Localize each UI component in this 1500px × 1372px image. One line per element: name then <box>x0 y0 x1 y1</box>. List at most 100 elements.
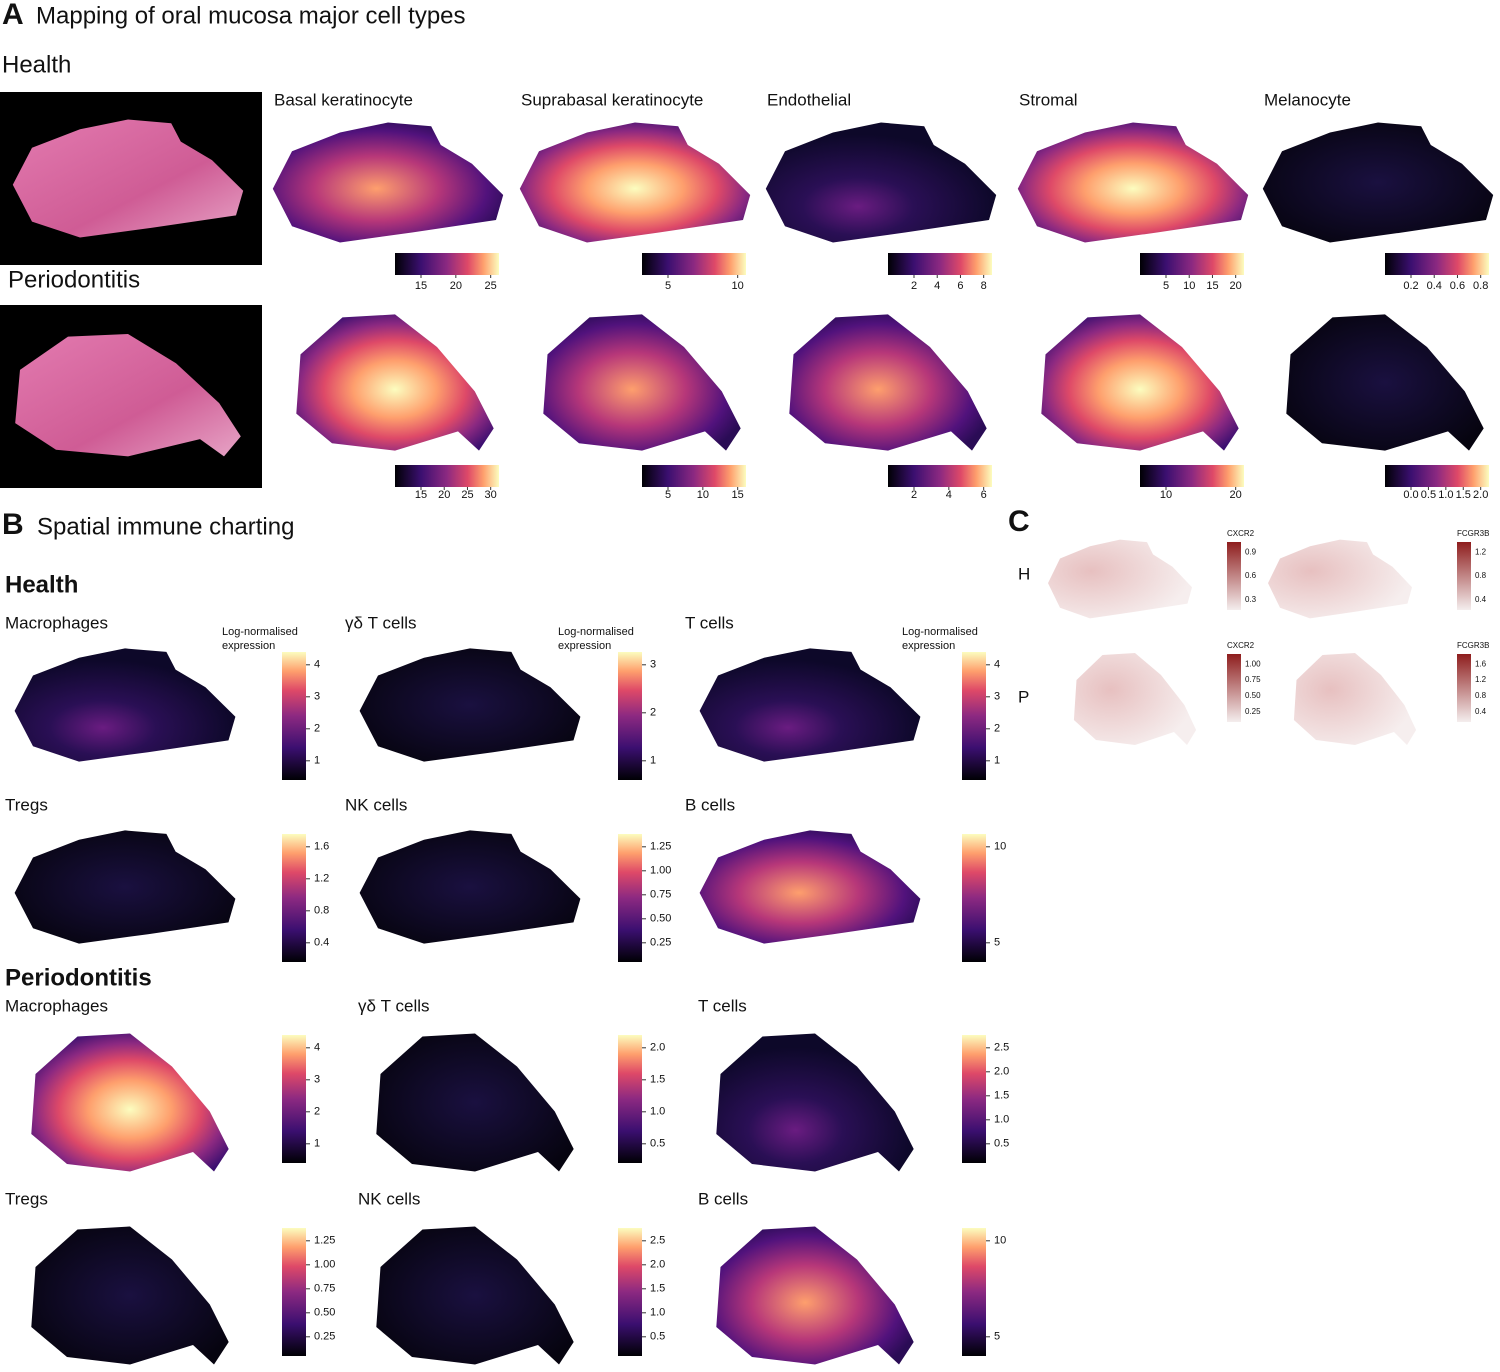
map-label: T cells <box>685 613 734 632</box>
colorbar <box>1227 654 1241 722</box>
colorbar-tick-label: 5 <box>665 489 671 501</box>
colorbar-tick-label: 0.50 <box>1245 691 1261 700</box>
column-header: Melanocyte <box>1264 90 1351 109</box>
colorbar-tick-label: 3 <box>314 691 320 703</box>
tissue-map <box>1041 314 1239 451</box>
colorbar-tick-label: 2.5 <box>650 1235 665 1247</box>
colorbar-tick-label: 0.5 <box>650 1331 665 1343</box>
colorbar-tick-label: 1.2 <box>314 873 329 885</box>
colorbar <box>282 1035 306 1163</box>
colorbar-tick-label: 1.0 <box>650 1106 665 1118</box>
colorbar-tick-label: 0.25 <box>650 937 671 949</box>
colorbar-tick-label: 10 <box>732 280 744 292</box>
colorbar-tick-label: 0.3 <box>1245 595 1257 604</box>
tissue-map <box>699 830 921 944</box>
column-header: Suprabasal keratinocyte <box>521 90 703 109</box>
colorbar-tick-label: 2.0 <box>650 1259 665 1271</box>
colorbar-tick-label: 15 <box>732 489 744 501</box>
condition-label: Periodontitis <box>5 964 152 991</box>
colorbar-tick-label: 0.50 <box>650 913 671 925</box>
colorbar-tick-label: 2 <box>650 707 656 719</box>
colorbar-tick-label: 1 <box>314 1138 320 1150</box>
colorbar-tick-label: 4 <box>994 659 1000 671</box>
colorbar <box>618 1228 642 1356</box>
colorbar <box>395 253 499 275</box>
legend-title: Log-normalised <box>558 626 634 638</box>
colorbar <box>1227 542 1241 610</box>
colorbar <box>282 652 306 780</box>
tissue-map <box>31 1226 229 1365</box>
colorbar-tick-label: 20 <box>1230 280 1242 292</box>
colorbar <box>282 1228 306 1356</box>
colorbar-tick-label: 10 <box>1160 489 1172 501</box>
tissue-map <box>272 122 504 243</box>
colorbar-tick-label: 1.00 <box>314 1259 335 1271</box>
he-tissue <box>12 119 244 238</box>
colorbar-tick-label: 1.5 <box>1456 489 1471 501</box>
panel-title: Spatial immune charting <box>37 513 294 540</box>
colorbar-tick-label: 2.0 <box>994 1066 1009 1078</box>
colorbar-tick-label: 1.2 <box>1475 675 1487 684</box>
tissue-map <box>716 1033 914 1172</box>
colorbar-tick-label: 1.25 <box>650 841 671 853</box>
colorbar <box>618 1035 642 1163</box>
colorbar <box>1140 465 1244 487</box>
colorbar <box>395 465 499 487</box>
colorbar-tick-label: 3 <box>314 1074 320 1086</box>
colorbar-tick-label: 0.8 <box>1475 571 1487 580</box>
colorbar-tick-label: 1.5 <box>994 1090 1009 1102</box>
tissue-map <box>376 1033 574 1172</box>
he-tissue <box>15 334 241 457</box>
colorbar-tick-label: 0.75 <box>1245 675 1261 684</box>
colorbar-tick-label: 2 <box>911 280 917 292</box>
tissue-map <box>359 648 581 762</box>
colorbar-tick-label: 4 <box>314 1042 320 1054</box>
colorbar-tick-label: 0.6 <box>1245 571 1257 580</box>
colorbar-tick-label: 0.75 <box>650 889 671 901</box>
colorbar-tick-label: 5 <box>994 937 1000 949</box>
condition-label: Periodontitis <box>8 266 140 293</box>
map-label: NK cells <box>345 795 407 814</box>
colorbar-tick-label: 1.2 <box>1475 547 1487 556</box>
tissue-map <box>296 314 494 451</box>
colorbar-tick-label: 0.25 <box>314 1331 335 1343</box>
colorbar-tick-label: 3 <box>994 691 1000 703</box>
colorbar <box>888 253 992 275</box>
tissue-map <box>765 122 997 243</box>
colorbar-tick-label: 2.0 <box>1473 489 1488 501</box>
colorbar <box>618 652 642 780</box>
colorbar-tick-label: 10 <box>994 841 1006 853</box>
colorbar-tick-label: 1.0 <box>650 1307 665 1319</box>
colorbar-tick-label: 1 <box>994 755 1000 767</box>
colorbar-tick-label: 20 <box>450 280 462 292</box>
colorbar-tick-label: 0.5 <box>1421 489 1436 501</box>
colorbar-tick-label: 0.50 <box>314 1307 335 1319</box>
map-label: Tregs <box>5 795 48 814</box>
colorbar <box>282 834 306 962</box>
colorbar <box>962 652 986 780</box>
colorbar-tick-label: 0.9 <box>1245 547 1257 556</box>
tissue-map <box>699 648 921 762</box>
colorbar-tick-label: 5 <box>994 1331 1000 1343</box>
legend-title: expression <box>222 640 275 652</box>
map-label: γδ T cells <box>345 613 417 632</box>
tissue-map <box>1268 539 1412 619</box>
tissue-map <box>359 830 581 944</box>
colorbar-tick-label: 0.4 <box>1427 280 1442 292</box>
gene-label: FCGR3B <box>1457 529 1489 538</box>
colorbar <box>642 465 746 487</box>
colorbar-tick-label: 1.5 <box>650 1074 665 1086</box>
colorbar-tick-label: 0.75 <box>314 1283 335 1295</box>
condition-label: Health <box>2 51 71 78</box>
row-label: H <box>1018 564 1030 583</box>
tissue-map <box>1293 653 1417 745</box>
colorbar-tick-label: 4 <box>314 659 320 671</box>
map-label: Macrophages <box>5 996 108 1015</box>
colorbar <box>642 253 746 275</box>
colorbar-tick-label: 0.8 <box>1475 691 1487 700</box>
colorbar-tick-label: 3 <box>650 659 656 671</box>
colorbar-tick-label: 10 <box>994 1235 1006 1247</box>
map-label: B cells <box>685 795 735 814</box>
column-header: Basal keratinocyte <box>274 90 413 109</box>
legend-title: Log-normalised <box>902 626 978 638</box>
